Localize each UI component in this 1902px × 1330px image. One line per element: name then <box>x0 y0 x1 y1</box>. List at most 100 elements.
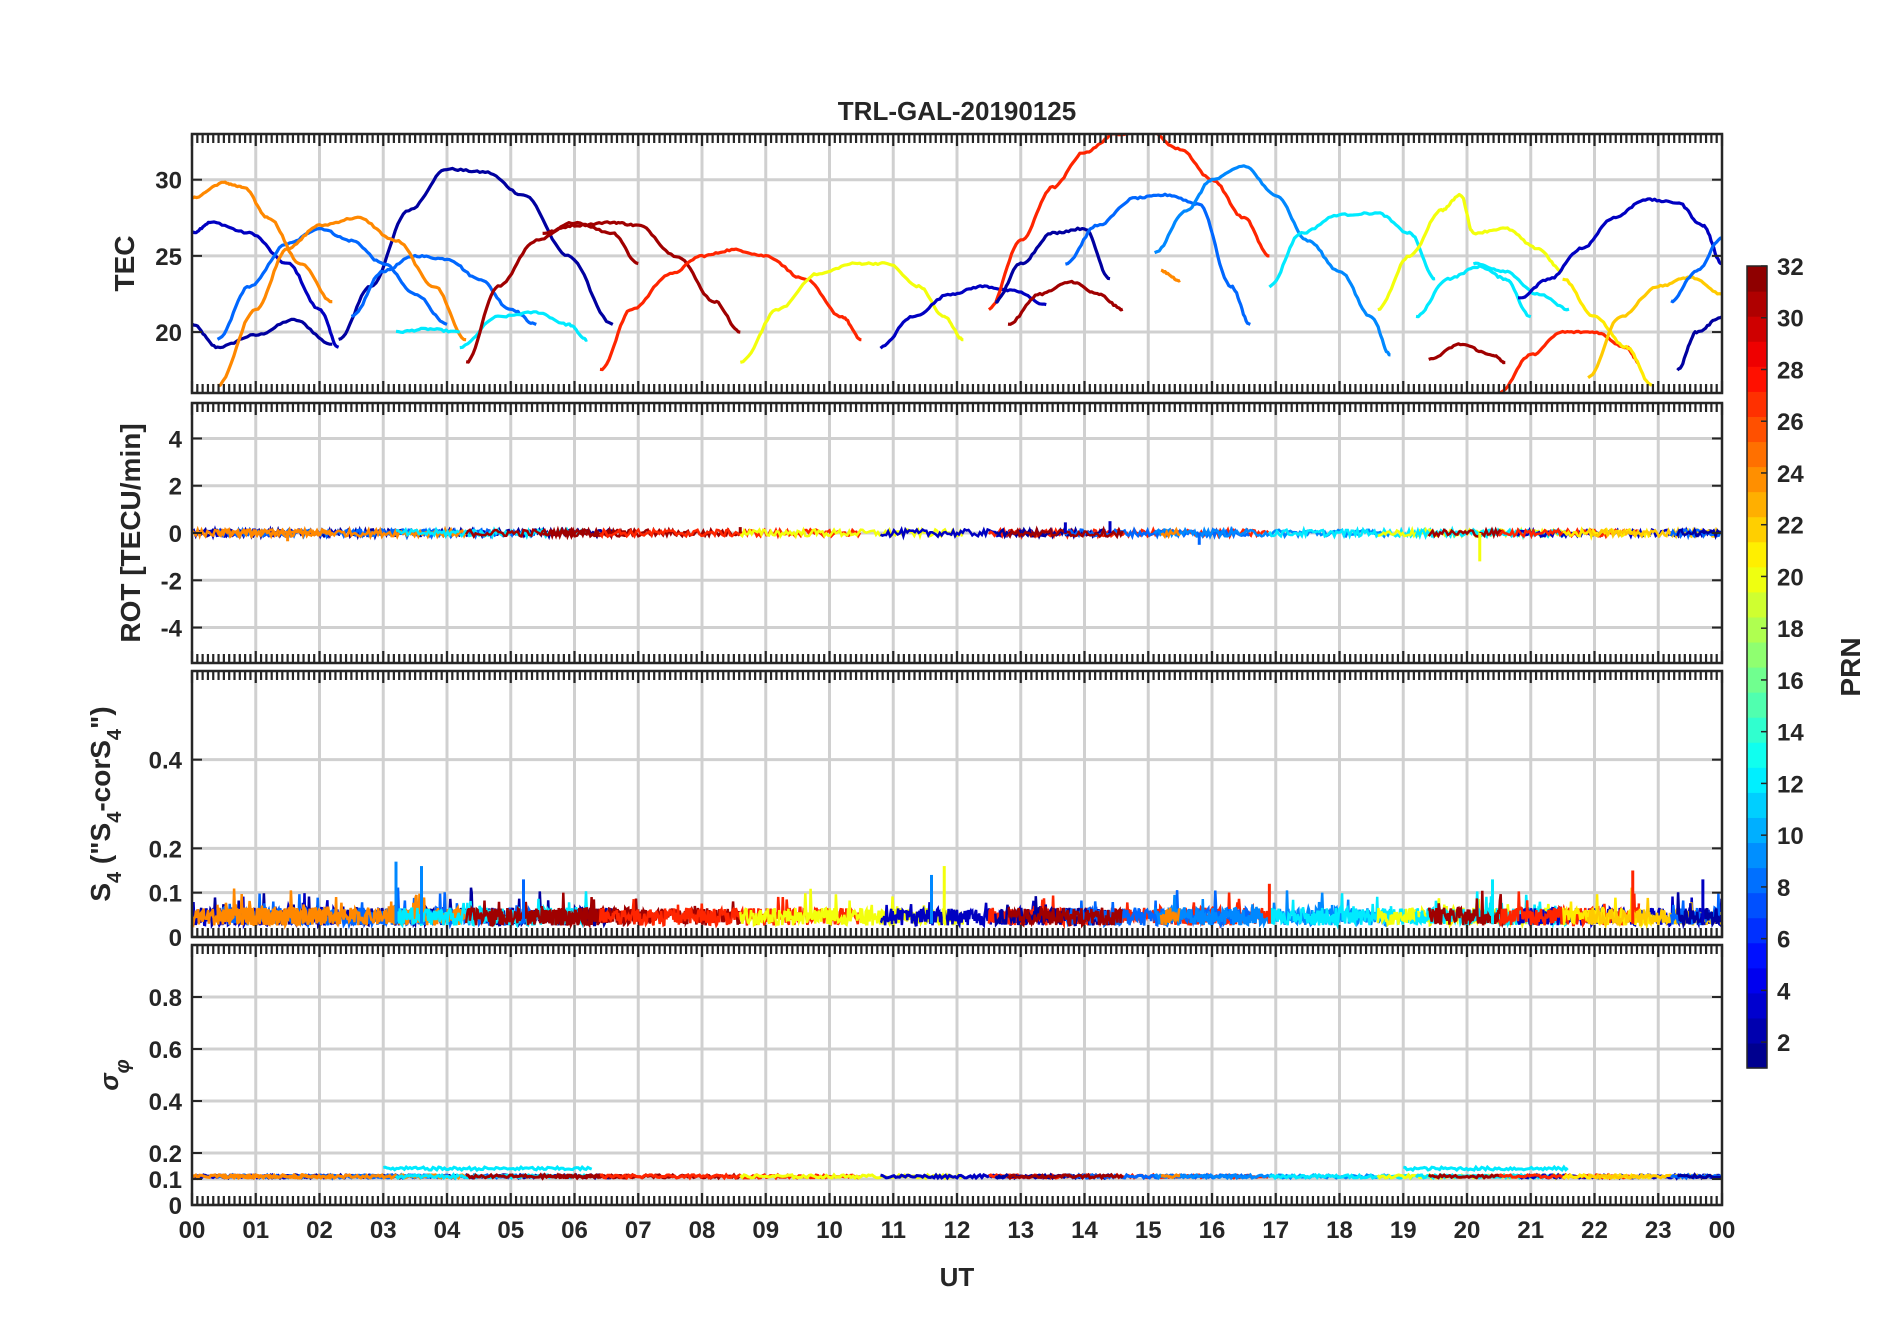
sigma-series-prn-12 <box>394 1172 460 1181</box>
tec-series-prn-12 <box>459 310 588 350</box>
x-tick-label: 20 <box>1454 1217 1481 1244</box>
tec-series-prn-12 <box>1268 211 1436 289</box>
rot-series-prn-27 <box>599 526 862 540</box>
sigma-series-prn-2 <box>1677 1172 1722 1180</box>
colorbar-band <box>1747 717 1767 743</box>
colorbar-band <box>1747 616 1767 643</box>
x-tick-label: 08 <box>689 1217 716 1244</box>
colorbar-band <box>1747 391 1767 417</box>
y-tick-label: 0.6 <box>149 1037 182 1064</box>
x-tick-label: 01 <box>242 1217 269 1244</box>
y-tick-label: -4 <box>161 616 183 643</box>
colorbar-band <box>1747 867 1767 894</box>
colorbar-band <box>1747 692 1767 718</box>
sigma-series-prn-31 <box>1006 1172 1124 1181</box>
colorbar-frame <box>1746 265 1768 1069</box>
tec-series-prn-2 <box>192 317 333 350</box>
colorbar-band <box>1747 416 1767 443</box>
x-tick-label: 04 <box>434 1217 461 1244</box>
x-tick-label: 15 <box>1135 1217 1162 1244</box>
plot-area <box>192 861 1722 930</box>
colorbar-band <box>1747 1017 1767 1044</box>
x-tick-label: 18 <box>1326 1217 1353 1244</box>
colorbar-tick-label: 8 <box>1777 875 1790 902</box>
tec-series-prn-31 <box>465 220 639 364</box>
x-tick-label: 12 <box>944 1217 971 1244</box>
tec-series-prn-20 <box>739 261 964 364</box>
plot-area <box>192 134 1722 393</box>
colorbar-band <box>1747 1042 1767 1069</box>
s4-series-prn-2 <box>1676 892 1722 930</box>
panel-TEC: 20 25 30 TEC <box>109 132 1724 395</box>
panel-S4: 0 0.1 0.2 0.4 S4 ("S4-corS4") <box>85 669 1724 952</box>
colorbar-tick-label: 14 <box>1777 720 1804 747</box>
x-tick-label: 03 <box>370 1217 397 1244</box>
colorbar-tick-label: 18 <box>1777 616 1804 643</box>
y-tick-label: 0.1 <box>149 1167 182 1194</box>
colorbar-tick-label: 26 <box>1777 409 1804 436</box>
colorbar-band <box>1747 942 1767 969</box>
y-tick-label: 0.2 <box>149 836 182 863</box>
plot-area <box>192 1164 1722 1181</box>
colorbar-band <box>1747 466 1767 493</box>
colorbar-band <box>1747 266 1767 292</box>
sigma-series-prn-20 <box>739 1172 963 1181</box>
colorbar-tick-label: 22 <box>1777 513 1804 540</box>
colorbar-tick-label: 32 <box>1777 254 1804 281</box>
x-tick-label: 19 <box>1390 1217 1417 1244</box>
colorbar-band <box>1747 516 1767 543</box>
tec-series-prn-12 <box>395 326 461 334</box>
rot-series-prn-20 <box>739 526 964 541</box>
rot-series-prn-2 <box>1676 526 1722 541</box>
colorbar-band <box>1747 366 1767 392</box>
y-axis-label: TEC <box>109 236 140 292</box>
tec-series-prn-8 <box>350 253 537 326</box>
x-tick-label: 22 <box>1581 1217 1608 1244</box>
tec-series-prn-31 <box>1428 342 1506 365</box>
tec-series-prn-31 <box>1007 279 1124 326</box>
sigma-bump <box>383 1164 593 1173</box>
sigma-bump <box>1403 1164 1569 1173</box>
colorbar-band <box>1747 641 1767 668</box>
rot-series-prn-31 <box>1427 526 1504 540</box>
y-tick-label: 0.4 <box>149 1089 183 1116</box>
chart-title: TRL-GAL-20190125 <box>838 96 1076 126</box>
colorbar-tick-label: 16 <box>1777 668 1804 695</box>
x-tick-label: 21 <box>1517 1217 1544 1244</box>
s4-series-prn-31 <box>1007 906 1124 929</box>
colorbar-band <box>1747 917 1767 944</box>
tec-series-prn-24 <box>217 215 467 388</box>
y-tick-label: 4 <box>169 426 183 453</box>
colorbar-band <box>1747 541 1767 568</box>
y-tick-label: 0 <box>169 925 182 952</box>
tec-series-prn-8 <box>216 226 448 341</box>
y-tick-label: 30 <box>155 168 182 195</box>
x-axis-label: UT <box>940 1262 975 1292</box>
panel-sigma_phi: 00.10.2 0.4 0.6 0.8 σφ <box>94 943 1724 1220</box>
tec-series-prn-3 <box>879 284 1047 350</box>
sigma-series-prn-31 <box>1427 1172 1504 1180</box>
x-tick-label: 16 <box>1199 1217 1226 1244</box>
x-tick-label: 00 <box>179 1217 206 1244</box>
x-tick-label: 07 <box>625 1217 652 1244</box>
tec-series-prn-8 <box>1670 236 1722 304</box>
colorbar-band <box>1747 667 1767 693</box>
colorbar-tick-label: 20 <box>1777 564 1804 591</box>
x-tick-label: 05 <box>497 1217 524 1244</box>
colorbar-band <box>1747 992 1767 1019</box>
x-tick-label: 00 <box>1709 1217 1736 1244</box>
x-tick-label: 14 <box>1071 1217 1098 1244</box>
s4-series-prn-12 <box>394 907 461 929</box>
colorbar-tick-label: 6 <box>1777 927 1790 954</box>
tec-series-prn-24 <box>192 180 333 304</box>
tec-series-prn-12 <box>1472 261 1570 312</box>
y-tick-label: 0.8 <box>149 985 182 1012</box>
colorbar-band <box>1747 341 1767 367</box>
colorbar-band <box>1747 566 1767 593</box>
rot-series-prn-24 <box>1160 526 1181 540</box>
colorbar-tick-label: 10 <box>1777 823 1804 850</box>
tec-series-prn-9 <box>1154 164 1391 357</box>
sigma-series-prn-27 <box>599 1172 862 1181</box>
